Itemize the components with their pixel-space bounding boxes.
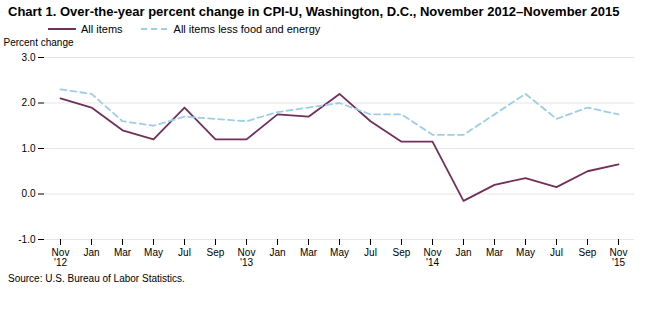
html-text:All items less food and energy: All items less food and energy xyxy=(173,23,321,35)
svg-text:May: May xyxy=(330,247,349,258)
html-text:All items: All items xyxy=(81,23,123,35)
html-text:Source: U.S. Bureau of Labor S: Source: U.S. Bureau of Labor Statistics. xyxy=(8,273,185,284)
svg-text:Mar: Mar xyxy=(114,247,132,258)
svg-text:Nov'12: Nov'12 xyxy=(52,247,70,268)
svg-text:May: May xyxy=(516,247,535,258)
svg-text:Jan: Jan xyxy=(269,247,285,258)
svg-text:Sep: Sep xyxy=(207,247,225,258)
svg-text:2.0: 2.0 xyxy=(22,97,36,108)
svg-text:3.0: 3.0 xyxy=(22,52,36,63)
svg-text:Nov'13: Nov'13 xyxy=(238,247,256,268)
svg-text:Jan: Jan xyxy=(455,247,471,258)
svg-text:Mar: Mar xyxy=(486,247,504,258)
svg-text:Jan: Jan xyxy=(83,247,99,258)
svg-text:Nov'14: Nov'14 xyxy=(424,247,442,268)
svg-text:Sep: Sep xyxy=(393,247,411,258)
svg-text:1.0: 1.0 xyxy=(22,143,36,154)
svg-text:Nov'15: Nov'15 xyxy=(610,247,628,268)
html-text:Chart 1. Over-the-year percent: Chart 1. Over-the-year percent change in… xyxy=(8,4,620,19)
svg-text:-1.0: -1.0 xyxy=(18,234,36,245)
svg-text:May: May xyxy=(144,247,163,258)
svg-text:Sep: Sep xyxy=(579,247,597,258)
svg-text:Percent change: Percent change xyxy=(4,37,74,48)
svg-text:Jul: Jul xyxy=(550,247,563,258)
svg-text:Mar: Mar xyxy=(300,247,318,258)
svg-text:Jul: Jul xyxy=(364,247,377,258)
svg-text:Jul: Jul xyxy=(178,247,191,258)
svg-text:0.0: 0.0 xyxy=(22,188,36,199)
